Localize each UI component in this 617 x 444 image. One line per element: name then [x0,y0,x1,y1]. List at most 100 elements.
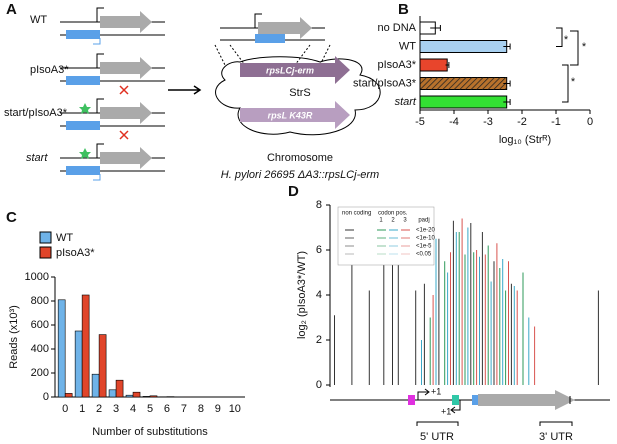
bar [74,330,83,398]
start-box [452,395,459,405]
legend-label: pIsoA3* [56,247,95,259]
bar [115,379,124,398]
legend-label: 1 [379,218,383,224]
y-tick-label: 800 [31,295,49,307]
y-tick-label: 2 [316,334,322,346]
legend-title: padj [418,218,429,224]
x-tick-label: 8 [198,403,204,415]
x-tick-label: -3 [483,116,493,128]
significance: * [571,76,576,88]
construct-label: start/pIsoA3* [4,107,68,119]
bar [98,334,107,398]
x-tick-label: 0 [587,116,593,128]
y-tick-label: 6 [316,244,322,256]
x-tick-label: 1 [79,403,85,415]
annotation: +1 [441,406,451,416]
construct-label: pIsoA3* [30,64,69,76]
chromosome-diagram [214,13,381,136]
legend-label: <1e-5 [416,244,432,250]
bar-hatch [420,77,507,90]
x-tick-label: 7 [181,403,187,415]
bar [419,58,448,72]
x-tick-label: -4 [449,116,459,128]
annotation: +1 [431,386,441,396]
gene-label: rpsLCj-erm [266,65,314,75]
y-tick-label: 0 [316,379,322,391]
x-axis-label: log₁₀ (Strᴿ) [499,134,551,146]
x-tick-label: 4 [130,403,136,415]
y-axis-label: log₂ (pIsoA3*/WT) [296,251,308,339]
legend-label: 2 [391,218,395,224]
construct-label: WT [30,14,47,26]
significance: * [582,41,587,53]
legend-label: WT [56,232,73,244]
bar [419,95,508,109]
x-tick-label: -2 [517,116,527,128]
y-tick-label: 8 [316,199,322,211]
category-label: start [395,96,417,108]
mutant-label: rpsL K43R [268,110,313,120]
promoter-box [408,395,415,405]
phenotype: StrS [289,87,310,99]
x-tick-label: -1 [551,116,561,128]
category-label: pIsoA3* [377,59,416,71]
legend-box [337,206,435,266]
category-label: start/pIsoA3* [353,77,417,89]
strain-label: H. pylori 26695 ΔA3::rpsLCj-erm [221,169,379,181]
legend-label: <1e-20 [416,228,436,234]
bar [142,396,151,398]
bar [81,294,90,398]
legend-title: codon pos. [378,211,408,217]
bar [57,299,66,398]
x-tick-label: 6 [164,403,170,415]
x-tick-label: 10 [229,403,241,415]
orf-start [472,395,478,405]
x-tick-label: 2 [96,403,102,415]
bar [125,394,134,398]
y-tick-label: 1000 [25,271,49,283]
legend-label: <1e-10 [416,236,436,242]
panel-label: D [288,183,299,200]
y-tick-label: 200 [31,367,49,379]
panel-a [60,7,381,181]
panel-label: C [6,209,17,226]
bar [91,373,100,398]
y-tick-label: 600 [31,319,49,331]
category-label: WT [399,40,416,52]
chromosome-label: Chromosome [267,152,333,164]
significance: * [564,34,569,46]
bar [419,40,508,53]
construct-rows [60,7,202,181]
bar [149,395,158,398]
y-tick-label: 400 [31,343,49,355]
construct-label: start [26,152,48,164]
panel-label: A [6,1,17,18]
y-tick-label: 4 [316,289,322,301]
x-tick-label: -5 [415,116,425,128]
x-tick-label: 0 [62,403,68,415]
annotation: 5' UTR [420,431,454,443]
bar [132,391,141,398]
legend-swatch [39,246,52,259]
utr-bracket [416,421,573,426]
y-tick-label: 0 [43,391,49,403]
y-axis-label: Reads (x10³) [8,305,20,369]
bar [64,393,73,398]
charts: no DNA WT pIsoA3* start/pIsoA3* start -5 -4 -3 -… [8,16,610,443]
x-tick-label: 5 [147,403,153,415]
category-label: no DNA [377,22,416,34]
annotation: 3' UTR [539,431,573,443]
legend-swatch [39,231,52,244]
legend-label: 3 [403,218,407,224]
x-tick-label: 3 [113,403,119,415]
gene-arrow [478,390,575,410]
legend-label: non coding [342,211,371,217]
tss-arrow [417,388,461,414]
panel-label: B [398,1,409,18]
bar [108,389,117,398]
legend-label: <0.05 [416,252,432,258]
bracket [556,27,579,103]
x-tick-label: 9 [215,403,221,415]
x-axis-label: Number of substitutions [92,426,208,438]
